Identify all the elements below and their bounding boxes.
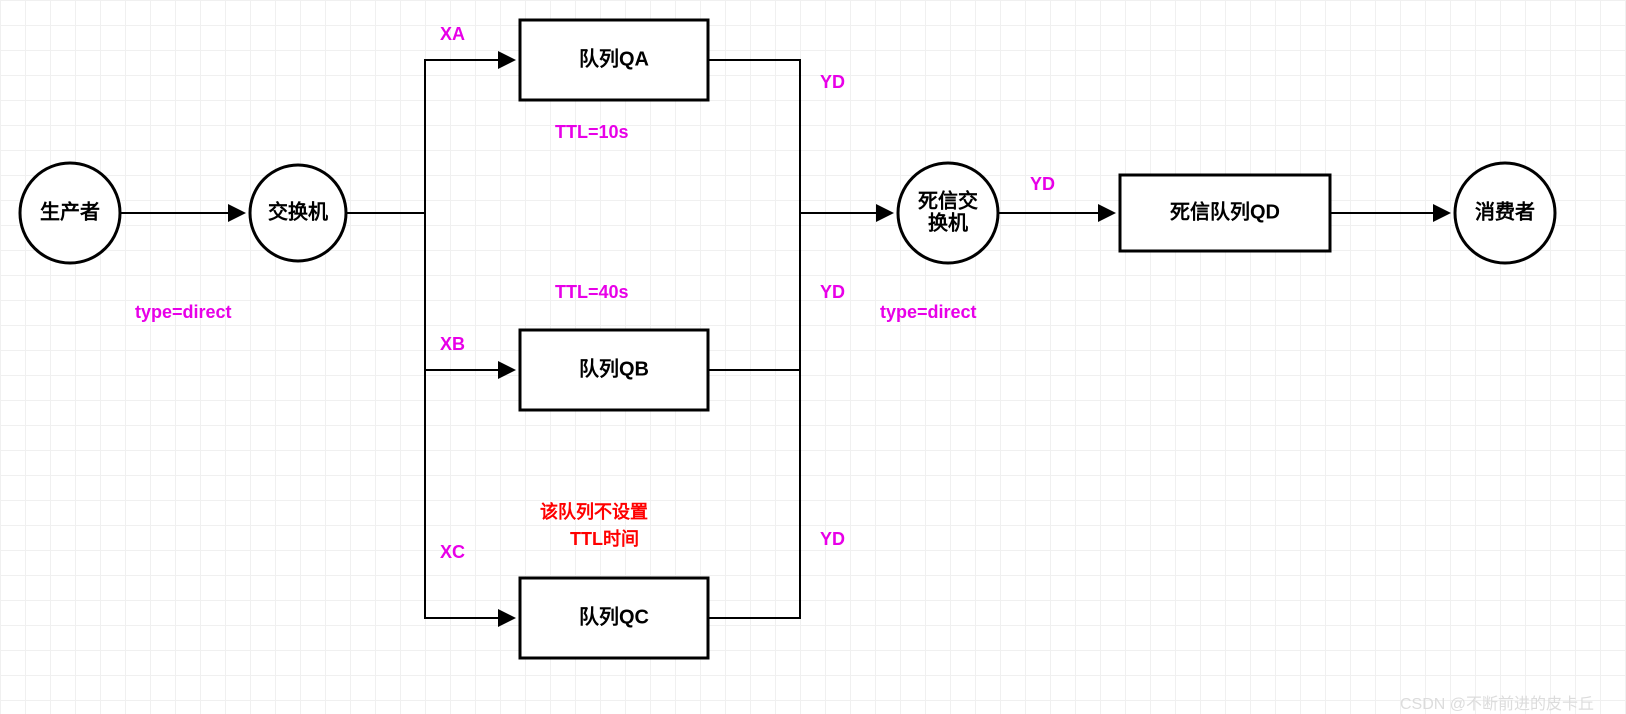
label-TTL40: TTL=40s <box>555 282 629 302</box>
edge-e2 <box>346 60 513 213</box>
label-type_direct_1: type=direct <box>135 302 232 322</box>
watermark: CSDN @不断前进的皮卡丘 <box>1400 690 1594 714</box>
node-label-consumer: 消费者 <box>1475 199 1535 223</box>
label-TTL10: TTL=10s <box>555 122 629 142</box>
edge-e5 <box>708 60 891 213</box>
edge-e4 <box>346 213 513 618</box>
label-YD3: YD <box>820 529 845 549</box>
label-type_direct_2: type=direct <box>880 302 977 322</box>
label-noTTL1: 该队列不设置 <box>540 501 648 522</box>
flowchart-svg: 生产者 交换机 队列QA 队列QB 队列QC 死信交换机 死信队列QD 消费者 type=di… <box>0 0 1626 708</box>
node-label-exchange: 交换机 <box>268 199 328 223</box>
label-noTTL2: TTL时间 <box>570 529 639 549</box>
label-YD2: YD <box>820 282 845 302</box>
node-label-qb: 队列QB <box>579 356 649 380</box>
node-label-qa: 队列QA <box>579 46 649 70</box>
edge-e3 <box>346 213 513 370</box>
label-YD4: YD <box>1030 174 1055 194</box>
edge-e6 <box>708 213 800 370</box>
label-YD1: YD <box>820 72 845 92</box>
label-XA: XA <box>440 24 465 44</box>
node-label-dlx: 死信交 <box>918 188 978 212</box>
node-label-producer: 生产者 <box>40 199 100 223</box>
node-label-qc: 队列QC <box>579 604 649 628</box>
node-label-dlx: 换机 <box>928 210 968 234</box>
edge-e7 <box>708 213 800 618</box>
label-XB: XB <box>440 334 465 354</box>
watermark-text: CSDN @不断前进的皮卡丘 <box>1400 696 1594 713</box>
label-XC: XC <box>440 542 465 562</box>
node-label-qd: 死信队列QD <box>1170 199 1280 223</box>
